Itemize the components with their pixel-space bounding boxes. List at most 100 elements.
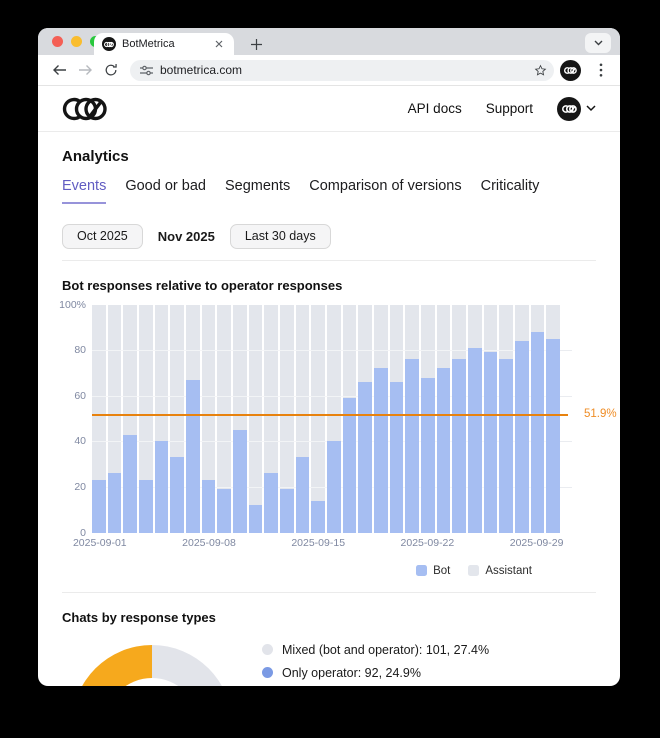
bar-fill-bot: [264, 473, 279, 533]
browser-menu-icon[interactable]: [588, 57, 614, 83]
bar-fill-bot: [468, 347, 482, 533]
bar-column[interactable]: [107, 304, 122, 533]
nav-api-docs-link[interactable]: API docs: [407, 101, 462, 116]
tab-search-chevron-button[interactable]: [585, 33, 611, 53]
donut-legend-label: Only operator: 92, 24.9%: [282, 665, 421, 680]
average-reference-line: [92, 414, 568, 417]
average-reference-label: 51.9%: [584, 408, 617, 421]
site-settings-icon[interactable]: [140, 65, 153, 76]
donut-legend-label: Mixed (bot and operator): 101, 27.4%: [282, 642, 490, 657]
bar-column[interactable]: [436, 304, 451, 533]
bar-column[interactable]: [405, 304, 420, 533]
bar-column[interactable]: [295, 304, 310, 533]
bar-column[interactable]: [233, 304, 247, 533]
bar-column[interactable]: [201, 304, 216, 533]
filter-oct-2025[interactable]: Oct 2025: [62, 224, 143, 250]
browser-profile-avatar[interactable]: [560, 59, 581, 81]
donut-legend-item[interactable]: Only operator: 92, 24.9%: [262, 666, 489, 680]
bar-column[interactable]: [139, 304, 153, 533]
bar-column[interactable]: [92, 304, 106, 533]
legend-swatch: [416, 565, 428, 577]
gridline: [92, 441, 560, 443]
browser-toolbar: botmetrica.com: [38, 55, 620, 86]
bookmark-star-icon[interactable]: [527, 57, 553, 83]
site-header: API docs Support: [38, 86, 620, 132]
bar-fill-bot: [499, 359, 514, 533]
bar-column[interactable]: [452, 304, 467, 533]
bar-column[interactable]: [421, 304, 435, 533]
bar-column[interactable]: [515, 304, 529, 533]
account-menu[interactable]: [557, 96, 596, 121]
close-window-button[interactable]: [52, 36, 63, 47]
donut-legend-item[interactable]: Mixed (bot and operator): 101, 27.4%: [262, 643, 489, 657]
bar-column[interactable]: [264, 304, 279, 533]
donut-hole: [105, 677, 199, 686]
bar-column[interactable]: [280, 304, 294, 533]
tab-good-or-bad[interactable]: Good or bad: [125, 178, 206, 194]
bar-fill-bot: [436, 368, 451, 533]
bar-column[interactable]: [546, 304, 561, 533]
bar-fill-bot: [405, 359, 420, 533]
bar-column[interactable]: [483, 304, 498, 533]
browser-window: BotMetrica: [38, 28, 620, 686]
tab-comparison-of-versions[interactable]: Comparison of versions: [309, 178, 462, 194]
tab-segments[interactable]: Segments: [224, 178, 291, 194]
bar-column[interactable]: [154, 304, 169, 533]
browser-tab-strip: BotMetrica: [38, 28, 620, 55]
back-button[interactable]: [46, 57, 72, 83]
bar-column[interactable]: [530, 304, 545, 533]
bar-column[interactable]: [170, 304, 185, 533]
new-tab-button[interactable]: [246, 34, 266, 54]
bar-fill-bot: [374, 368, 388, 533]
bar-column[interactable]: [468, 304, 482, 533]
tab-criticality[interactable]: Criticality: [480, 178, 540, 194]
bar-column[interactable]: [499, 304, 514, 533]
address-bar[interactable]: botmetrica.com: [130, 59, 554, 81]
legend-swatch: [468, 565, 480, 577]
bar-fill-bot: [452, 359, 467, 533]
y-tick-label: 80: [74, 344, 86, 357]
reload-button[interactable]: [98, 57, 124, 83]
legend-label: Assistant: [485, 564, 532, 577]
y-tick-label: 0: [80, 526, 86, 539]
legend-item-bot[interactable]: Bot: [416, 565, 450, 577]
bar-column[interactable]: [311, 304, 326, 533]
bar-fill-bot: [170, 457, 185, 533]
bar-column[interactable]: [389, 304, 404, 533]
y-tick-label: 40: [74, 435, 86, 448]
legend-label: Bot: [433, 564, 451, 577]
minimize-window-button[interactable]: [71, 36, 82, 47]
date-filter-row: Oct 2025 Nov 2025 Last 30 days: [62, 224, 596, 250]
bar-column[interactable]: [186, 304, 200, 533]
bar-fill-bot: [201, 480, 216, 533]
bar-column[interactable]: [342, 304, 357, 533]
divider: [62, 259, 596, 261]
filter-nov-2025[interactable]: Nov 2025: [153, 224, 220, 250]
bar-column[interactable]: [248, 304, 263, 533]
bar-column[interactable]: [327, 304, 341, 533]
forward-button[interactable]: [72, 57, 98, 83]
botmetrica-logo[interactable]: [62, 95, 108, 123]
bar-column[interactable]: [217, 304, 232, 533]
chevron-down-icon: [586, 105, 596, 112]
filter-last-30-days[interactable]: Last 30 days: [229, 224, 331, 250]
y-tick-label: 20: [74, 480, 86, 493]
x-axis-ticks: 2025-09-01 2025-09-08 2025-09-15 2025-09-22…: [73, 533, 564, 549]
bar-column[interactable]: [374, 304, 388, 533]
bar-column[interactable]: [358, 304, 373, 533]
tab-close-icon[interactable]: [212, 37, 226, 51]
bar-column[interactable]: [123, 304, 138, 533]
nav-support-link[interactable]: Support: [485, 101, 533, 116]
tab-events[interactable]: Events: [62, 178, 107, 204]
bar-fill-bot: [389, 382, 404, 533]
bar-fill-bot: [233, 430, 247, 533]
browser-tab[interactable]: BotMetrica: [94, 33, 234, 55]
site-favicon-icon: [102, 37, 116, 51]
bar-fill-bot: [186, 379, 200, 533]
bar-fill-bot: [139, 480, 153, 533]
donut-chart[interactable]: [72, 644, 232, 686]
bot-responses-bar-chart: 51.9% 2025-09-01 2025-09-08 2025-09-15 2025…: [59, 299, 616, 549]
bar-fill-bot: [92, 480, 106, 533]
account-avatar[interactable]: [557, 96, 581, 121]
legend-item-assistant[interactable]: Assistant: [468, 565, 532, 577]
